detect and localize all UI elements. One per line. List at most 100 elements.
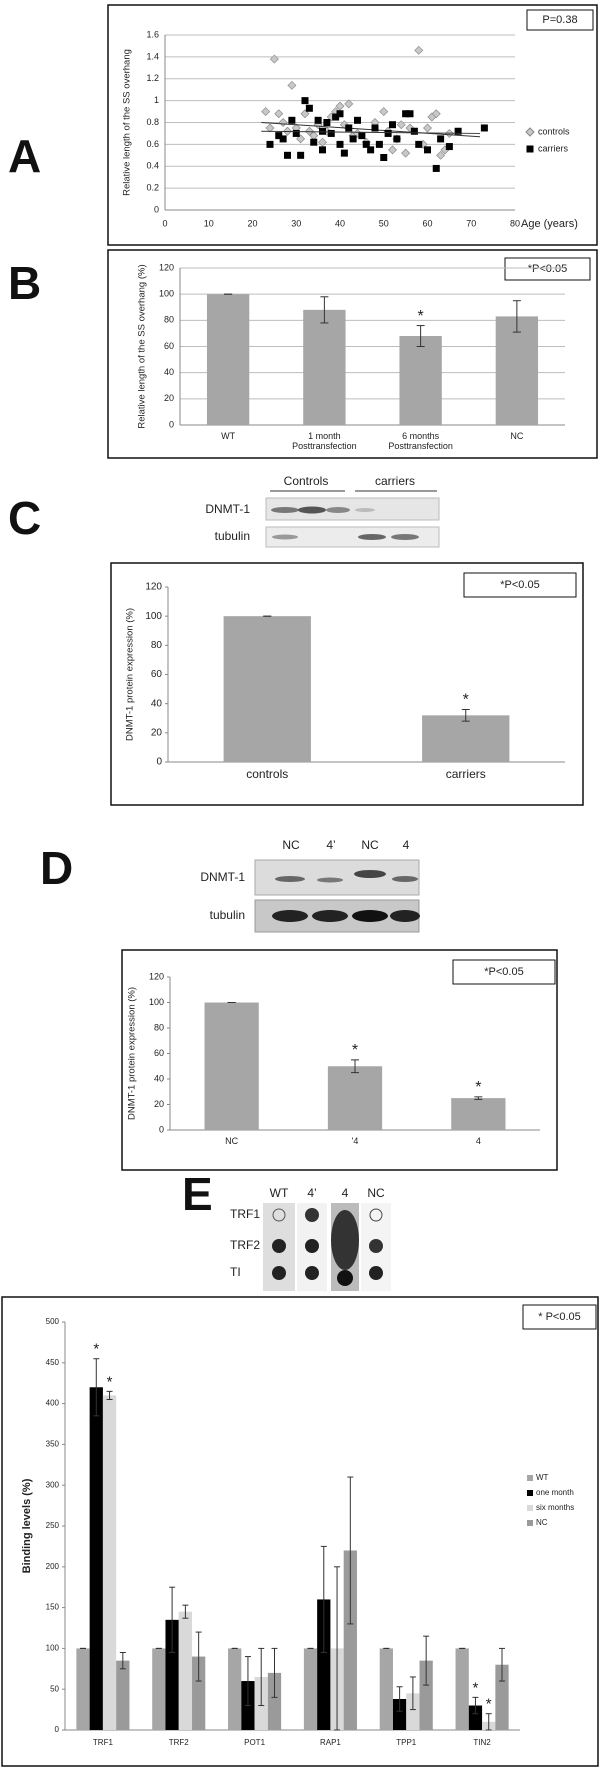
y-tick-label: 80 xyxy=(154,1022,164,1032)
point xyxy=(423,123,432,133)
legend-marker xyxy=(525,127,535,137)
point xyxy=(380,154,388,161)
point xyxy=(336,110,344,118)
point xyxy=(388,145,397,155)
band xyxy=(352,910,388,922)
dot xyxy=(272,1239,286,1253)
annotation: *P<0.05 xyxy=(484,966,523,978)
point xyxy=(305,104,313,112)
point xyxy=(396,120,406,130)
lane-label: 4’ xyxy=(326,838,335,852)
panel-letter: B xyxy=(8,257,41,309)
y-tick-label: 1.6 xyxy=(146,29,159,39)
y-tick-label: 1.2 xyxy=(146,73,159,83)
annotation: *P<0.05 xyxy=(500,579,539,591)
y-tick-label: 120 xyxy=(159,262,174,272)
lane-label: 4’ xyxy=(307,1186,316,1200)
lane-label: NC xyxy=(367,1186,385,1200)
y-tick-label: 0 xyxy=(156,757,162,768)
y-tick-label: 100 xyxy=(145,611,162,622)
x-axis-label: Age (years) xyxy=(521,218,578,230)
bar xyxy=(228,1648,242,1730)
annotation-box xyxy=(522,1304,597,1330)
row-label: TRF2 xyxy=(230,1238,260,1252)
legend-label: NC xyxy=(536,1518,548,1527)
lane-label: NC xyxy=(282,838,300,852)
significance-mark: * xyxy=(486,1696,492,1713)
bar xyxy=(303,1648,318,1730)
point xyxy=(445,143,453,151)
bar xyxy=(223,616,311,762)
y-axis-label: DNMT-1 protein expression (%) xyxy=(127,987,138,1120)
blot-row xyxy=(265,526,440,548)
lane-label: 4 xyxy=(342,1186,349,1200)
point xyxy=(345,124,353,132)
y-tick-label: 500 xyxy=(46,1317,60,1326)
point xyxy=(319,127,326,135)
y-tick-label: 40 xyxy=(151,698,163,709)
significance-mark: * xyxy=(107,1373,113,1390)
x-tick-label: 60 xyxy=(422,218,432,228)
y-tick-label: 60 xyxy=(164,341,174,351)
row-label: DNMT-1 xyxy=(205,502,250,516)
y-tick-label: 0 xyxy=(154,204,159,214)
y-tick-label: 400 xyxy=(46,1399,60,1408)
band xyxy=(317,877,343,883)
annotation-box xyxy=(504,257,591,281)
y-tick-label: 80 xyxy=(151,640,163,651)
point xyxy=(436,150,446,160)
annotation: *P<0.05 xyxy=(528,263,567,275)
band xyxy=(272,910,308,922)
bar xyxy=(317,1599,331,1730)
y-tick-label: 20 xyxy=(151,727,163,738)
bar xyxy=(327,1066,383,1130)
panel-letter: A xyxy=(8,130,41,182)
point xyxy=(344,99,354,109)
x-tick-label: NC xyxy=(510,431,524,441)
legend-label: one month xyxy=(536,1488,574,1497)
bar xyxy=(165,1619,179,1730)
point xyxy=(269,54,279,64)
band xyxy=(391,534,419,540)
x-tick-label: 50 xyxy=(379,218,389,228)
point xyxy=(424,146,431,154)
blot-row xyxy=(265,497,440,521)
point xyxy=(415,140,423,148)
row-label: TI xyxy=(230,1265,241,1279)
significance-mark: * xyxy=(93,1341,99,1358)
point xyxy=(287,80,297,90)
point xyxy=(375,140,383,148)
y-axis-label: Relative length of the SS overhang (%) xyxy=(137,264,148,428)
y-tick-label: 100 xyxy=(159,289,174,299)
band xyxy=(326,507,350,513)
band xyxy=(392,876,418,882)
bar xyxy=(178,1611,193,1730)
y-axis-label: Relative length of the SS overhang xyxy=(122,49,133,196)
x-tick-label: 30 xyxy=(291,218,301,228)
x-tick-label: carriers xyxy=(445,767,486,781)
y-tick-label: 1.4 xyxy=(146,51,159,61)
dot xyxy=(272,1208,286,1222)
y-tick-label: 100 xyxy=(149,997,164,1007)
point xyxy=(367,146,375,154)
significance-mark: * xyxy=(418,308,424,325)
bar xyxy=(303,309,346,425)
annotation: * P<0.05 xyxy=(538,1311,581,1323)
band xyxy=(390,910,420,922)
legend-label: controls xyxy=(538,126,570,136)
y-tick-label: 200 xyxy=(46,1562,60,1571)
panel-letter: E xyxy=(182,1168,213,1220)
panel-frame xyxy=(107,4,598,246)
x-tick-label: POT1 xyxy=(244,1738,266,1747)
bar xyxy=(495,1664,509,1730)
point xyxy=(437,135,445,143)
point xyxy=(318,137,327,147)
point xyxy=(349,135,357,143)
panel-letter: C xyxy=(8,492,41,544)
bar xyxy=(468,1705,483,1730)
point xyxy=(265,123,275,133)
x-tick-label: '4 xyxy=(351,1136,359,1146)
row-label: tubulin xyxy=(210,908,245,922)
panel-frame xyxy=(1,1296,599,1767)
